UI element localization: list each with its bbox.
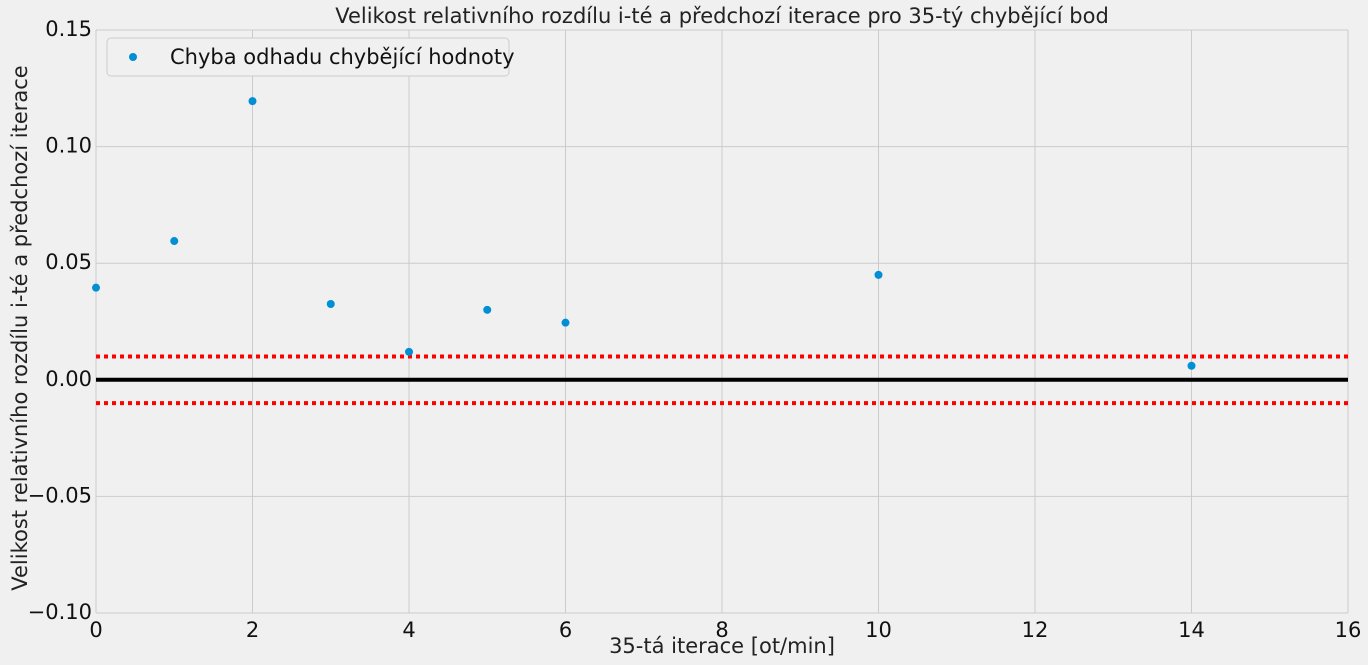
data-point-0-0 <box>92 283 100 292</box>
data-point-0-7 <box>874 270 883 279</box>
data-point-0-8 <box>1187 361 1196 370</box>
y-tick-label-4: 0.10 <box>45 134 92 158</box>
y-tick-label-0: −0.10 <box>28 600 92 624</box>
legend-marker <box>129 53 137 61</box>
y-axis-label: Velikost relativního rozdílu i-té a před… <box>8 65 32 590</box>
x-tick-label-2: 4 <box>402 618 415 642</box>
x-axis-label: 35-tá iterace [ot/min] <box>609 634 835 658</box>
data-point-0-2 <box>248 97 257 106</box>
y-tick-label-1: −0.05 <box>28 483 92 507</box>
data-point-0-4 <box>405 347 413 356</box>
data-points <box>92 97 1196 370</box>
reference-lines <box>96 354 1348 406</box>
x-tick-label-5: 10 <box>865 618 892 642</box>
legend-box <box>106 37 510 77</box>
data-point-0-1 <box>170 237 179 246</box>
legend-entry: Chyba odhadu chybějící hodnoty <box>170 45 515 69</box>
chart-title: Velikost relativního rozdílu i-té a před… <box>335 4 1109 28</box>
x-tick-label-4: 8 <box>715 618 728 642</box>
x-tick-label-7: 14 <box>1178 618 1205 642</box>
x-tick-label-1: 2 <box>246 618 259 642</box>
x-tick-label-6: 12 <box>1022 618 1049 642</box>
x-tick-label-0: 0 <box>89 618 102 642</box>
y-tick-labels: −0.10 −0.05 0.00 0.05 0.10 0.15 <box>28 17 92 624</box>
data-point-0-6 <box>561 318 570 327</box>
x-tick-label-8: 16 <box>1335 618 1362 642</box>
y-tick-label-3: 0.05 <box>45 250 92 274</box>
y-tick-label-2: 0.00 <box>45 367 92 391</box>
legend: Chyba odhadu chybějící hodnoty <box>106 37 515 77</box>
data-point-0-5 <box>483 305 492 314</box>
x-tick-labels: 0 2 4 6 8 10 12 14 16 <box>89 618 1361 642</box>
y-tick-label-5: 0.15 <box>45 17 92 41</box>
x-tick-label-3: 6 <box>559 618 572 642</box>
data-point-0-3 <box>326 300 335 309</box>
